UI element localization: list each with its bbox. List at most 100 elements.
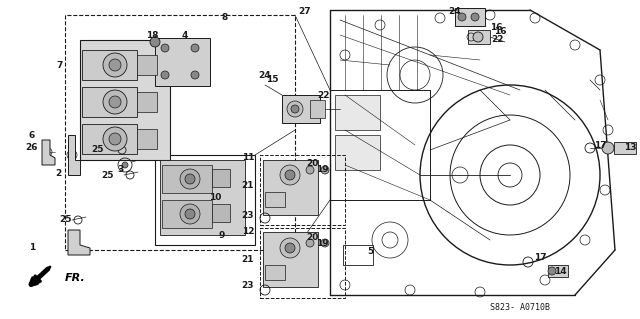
Bar [614, 142, 636, 154]
Circle shape [602, 142, 614, 154]
Text: S823- A0710B: S823- A0710B [490, 303, 550, 313]
Text: 25: 25 [59, 216, 71, 225]
Circle shape [548, 267, 556, 275]
Circle shape [458, 13, 466, 21]
Bar [263, 160, 318, 215]
Bar [335, 95, 380, 130]
Bar [265, 265, 285, 280]
Bar [343, 245, 373, 265]
Circle shape [471, 13, 479, 21]
Text: 22: 22 [317, 91, 329, 100]
Bar [265, 192, 285, 207]
Circle shape [103, 90, 127, 114]
Circle shape [103, 53, 127, 77]
Text: 14: 14 [554, 268, 566, 277]
Polygon shape [42, 140, 55, 165]
Circle shape [185, 174, 195, 184]
Bar [137, 129, 157, 149]
Bar [282, 95, 320, 123]
Text: 9: 9 [219, 231, 225, 240]
Text: 26: 26 [26, 144, 38, 152]
Bar [263, 232, 318, 287]
Bar [468, 30, 490, 44]
Circle shape [185, 209, 195, 219]
Bar [80, 40, 170, 160]
Circle shape [306, 166, 314, 174]
Bar [160, 160, 245, 235]
Circle shape [321, 166, 329, 174]
Polygon shape [68, 135, 80, 175]
Circle shape [321, 239, 329, 247]
Circle shape [191, 71, 199, 79]
Bar [137, 55, 157, 75]
Circle shape [103, 127, 127, 151]
Text: 13: 13 [624, 144, 636, 152]
Text: 5: 5 [367, 248, 373, 256]
Bar [155, 155, 255, 245]
Circle shape [280, 238, 300, 258]
Circle shape [180, 169, 200, 189]
Circle shape [280, 165, 300, 185]
Bar [162, 200, 212, 228]
Text: 11: 11 [242, 153, 254, 162]
Bar [260, 228, 345, 298]
Text: 24: 24 [449, 8, 461, 17]
Bar [65, 15, 295, 250]
Text: 1: 1 [29, 243, 35, 253]
Text: 8: 8 [222, 13, 228, 23]
Circle shape [306, 239, 314, 247]
Bar [260, 155, 345, 225]
Text: 21: 21 [242, 256, 254, 264]
Text: 6: 6 [29, 130, 35, 139]
Text: 25: 25 [102, 170, 115, 180]
Bar [212, 169, 230, 187]
Text: 16: 16 [493, 27, 506, 36]
Text: 23: 23 [242, 211, 254, 219]
Circle shape [109, 133, 121, 145]
Text: 27: 27 [299, 8, 311, 17]
Circle shape [161, 71, 169, 79]
Circle shape [473, 32, 483, 42]
Text: 25: 25 [92, 145, 104, 154]
Text: 4: 4 [182, 31, 188, 40]
Text: 2: 2 [55, 168, 61, 177]
Text: 17: 17 [594, 140, 606, 150]
Bar [212, 204, 230, 222]
Text: 20: 20 [306, 234, 318, 242]
Text: 21: 21 [242, 181, 254, 189]
Polygon shape [68, 230, 90, 255]
Circle shape [161, 44, 169, 52]
Bar [82, 87, 137, 117]
Text: 12: 12 [242, 227, 254, 236]
Text: 3: 3 [117, 166, 123, 174]
Bar [82, 124, 137, 154]
Text: 16: 16 [490, 24, 502, 33]
Bar [155, 38, 210, 86]
Text: 7: 7 [57, 61, 63, 70]
Bar [162, 165, 212, 193]
Circle shape [285, 243, 295, 253]
Text: 18: 18 [146, 31, 158, 40]
Text: 20: 20 [306, 159, 318, 167]
Text: 23: 23 [242, 280, 254, 290]
Text: 24: 24 [259, 70, 271, 79]
Text: 10: 10 [209, 194, 221, 203]
Bar [548, 265, 568, 277]
Text: 19: 19 [316, 166, 328, 174]
Circle shape [150, 37, 160, 47]
Circle shape [291, 105, 299, 113]
Circle shape [285, 170, 295, 180]
Text: 19: 19 [316, 239, 328, 248]
Circle shape [191, 44, 199, 52]
Bar [455, 8, 485, 26]
Bar [137, 92, 157, 112]
Circle shape [180, 204, 200, 224]
Bar [82, 50, 137, 80]
Text: 17: 17 [534, 254, 547, 263]
Circle shape [109, 96, 121, 108]
Bar [310, 100, 325, 118]
Text: FR.: FR. [65, 273, 86, 283]
Circle shape [109, 59, 121, 71]
Circle shape [287, 101, 303, 117]
Bar [335, 135, 380, 170]
